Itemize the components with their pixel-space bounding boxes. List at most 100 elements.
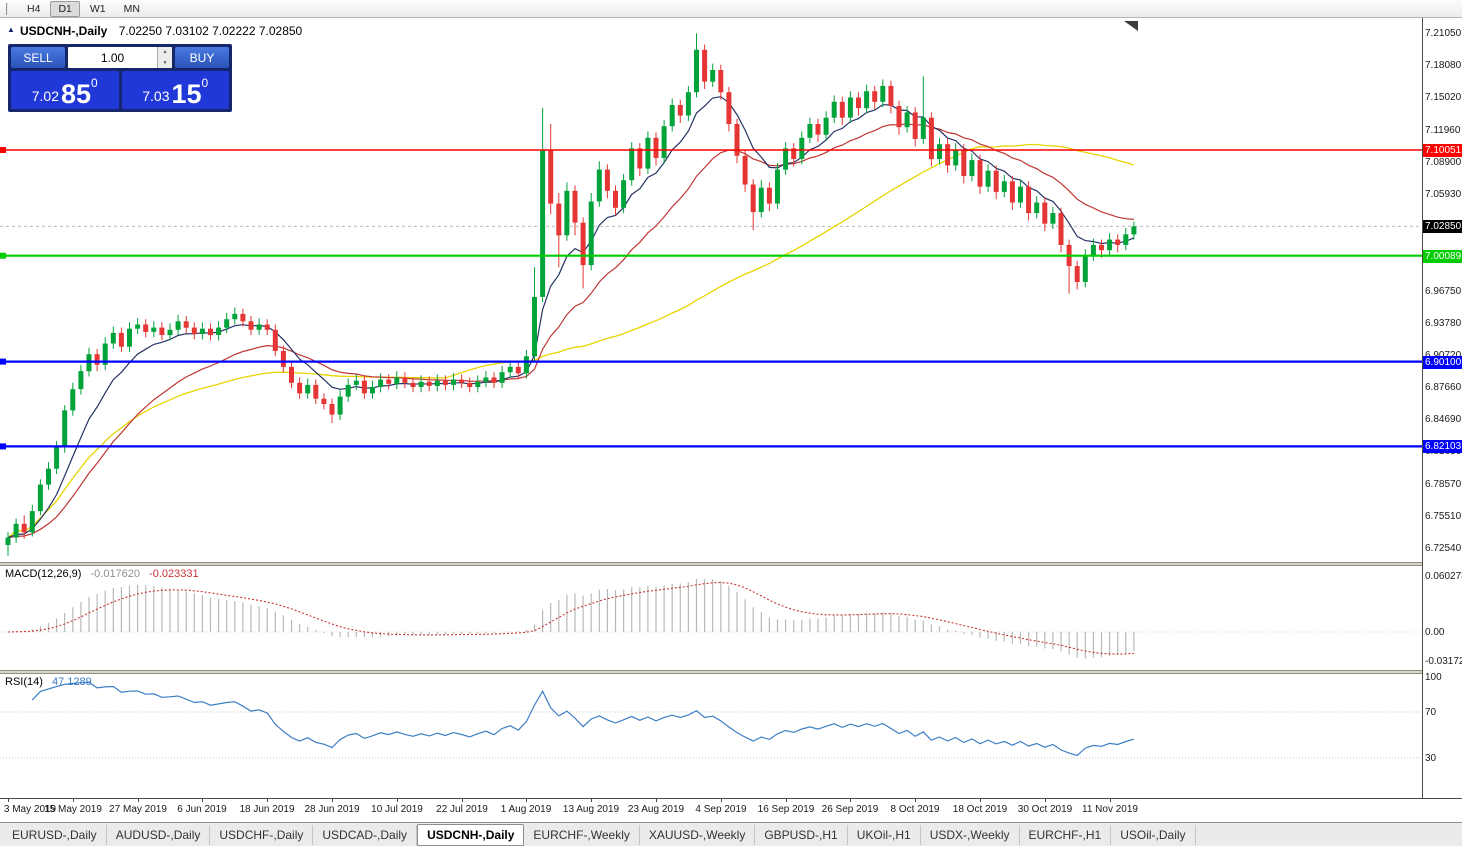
chart-tab[interactable]: USDCHF-,Daily: [210, 824, 314, 845]
chart-tab[interactable]: XAUUSD-,Weekly: [640, 824, 756, 845]
price-axis-label: 7.15020: [1425, 92, 1462, 103]
period-button-mn[interactable]: MN: [123, 2, 140, 15]
price-level-badge: 7.00089: [1423, 250, 1462, 263]
buy-price-button[interactable]: 7.03 15 0: [121, 71, 229, 110]
volume-value[interactable]: 1.00: [100, 50, 125, 65]
time-axis-label: 30 Oct 2019: [1017, 804, 1073, 815]
price-axis-label: 7.05930: [1425, 189, 1462, 200]
time-axis-tick: [8, 799, 9, 802]
chart-tab[interactable]: EURCHF-,Weekly: [524, 824, 640, 845]
time-axis-label: 23 Aug 2019: [627, 804, 685, 815]
price-axis[interactable]: 7.21050 7.18080 7.15020 7.11960 7.08900 7.059…: [1422, 18, 1462, 798]
time-axis-label: 3 May 2019: [3, 804, 57, 815]
volume-input[interactable]: 1.00 ▲ ▼: [68, 47, 172, 68]
buy-price-pips: 15: [171, 79, 202, 110]
period-toolbar: H4 D1 W1 MN: [0, 0, 1462, 18]
time-axis-label: 22 Jul 2019: [436, 804, 488, 815]
time-axis-label: 28 Jun 2019: [304, 804, 360, 815]
time-axis-label: 13 Aug 2019: [562, 804, 620, 815]
price-axis-label: 6.72540: [1425, 543, 1462, 554]
macd-value-main: -0.017620: [90, 568, 141, 580]
chart-window: ▲ USDCNH-,Daily 7.02250 7.03102 7.02222 …: [0, 18, 1462, 822]
time-axis-tick: [526, 799, 527, 802]
chart-tab[interactable]: EURCHF-,H1: [1020, 824, 1112, 845]
time-axis[interactable]: 3 May 2019 15 May 2019 27 May 2019 6 Jun 20…: [0, 798, 1462, 822]
time-axis-tick: [786, 799, 787, 802]
rsi-name: RSI(14): [5, 676, 43, 688]
buy-price-point: 0: [201, 76, 209, 90]
chart-tab[interactable]: AUDUSD-,Daily: [107, 824, 211, 845]
chart-tab[interactable]: EURUSD-,Daily: [3, 824, 107, 845]
price-axis-label: 7.18080: [1425, 60, 1462, 71]
time-axis-label: 1 Aug 2019: [500, 804, 552, 815]
panel-separator[interactable]: [0, 670, 1462, 674]
oct-collapse-icon[interactable]: ▲: [7, 25, 15, 34]
current-price-badge: 7.02850: [1423, 220, 1462, 233]
macd-value-signal: -0.023331: [149, 568, 199, 580]
macd-canvas[interactable]: [0, 566, 1422, 670]
time-axis-tick: [850, 799, 851, 802]
price-axis-label: 7.21050: [1425, 28, 1462, 39]
price-axis-label: 6.96750: [1425, 286, 1462, 297]
price-level-badge: 6.90100: [1423, 356, 1462, 369]
price-axis-label: 6.75510: [1425, 511, 1462, 522]
time-axis-tick: [397, 799, 398, 802]
sell-price-button[interactable]: 7.02 85 0: [11, 71, 119, 109]
time-axis-tick: [73, 799, 74, 802]
time-axis-label: 26 Sep 2019: [821, 804, 879, 815]
price-chart-canvas[interactable]: [0, 18, 1422, 562]
chart-tab[interactable]: UKOil-,H1: [848, 824, 921, 845]
time-axis-label: 18 Jun 2019: [239, 804, 295, 815]
time-axis-label: 8 Oct 2019: [890, 804, 940, 815]
macd-axis-label: -0.031725: [1425, 656, 1462, 667]
time-axis-tick: [980, 799, 981, 802]
macd-axis-label: 0.00: [1425, 627, 1445, 638]
volume-down-button[interactable]: ▼: [158, 57, 172, 68]
buy-button[interactable]: BUY: [175, 47, 229, 68]
chart-tab[interactable]: USDCAD-,Daily: [313, 824, 418, 845]
time-axis-tick: [915, 799, 916, 802]
time-axis-label: 27 May 2019: [109, 804, 167, 815]
chart-title: USDCNH-,Daily 7.02250 7.03102 7.02222 7.…: [20, 24, 302, 38]
toolbar-grip-icon[interactable]: [6, 2, 11, 15]
chart-tab[interactable]: GBPUSD-,H1: [755, 824, 848, 845]
price-axis-label: 6.84690: [1425, 414, 1462, 425]
panel-separator[interactable]: [0, 562, 1462, 566]
time-axis-tick: [1110, 799, 1111, 802]
price-axis-label: 6.78570: [1425, 479, 1462, 490]
chart-tab[interactable]: USDX-,Weekly: [921, 824, 1020, 845]
rsi-value: 47.1289: [51, 676, 92, 688]
volume-up-button[interactable]: ▲: [158, 47, 172, 58]
period-button-d1[interactable]: D1: [50, 0, 80, 17]
sell-button[interactable]: SELL: [11, 47, 65, 68]
buy-price-main: 7.03: [142, 88, 170, 104]
time-axis-label: 15 May 2019: [44, 804, 102, 815]
time-axis-tick: [591, 799, 592, 802]
macd-axis-label: 0.060273: [1425, 571, 1462, 582]
sell-price-pips: 85: [61, 79, 92, 110]
time-axis-tick: [721, 799, 722, 802]
one-click-trading-panel: SELL 1.00 ▲ ▼ BUY 7.02 85 0 7.03: [8, 44, 232, 112]
ohlc-values: 7.02250 7.03102 7.02222 7.02850: [118, 24, 303, 38]
price-level-badge: 7.10051: [1423, 144, 1462, 157]
symbol-period-label: USDCNH-,Daily: [20, 24, 108, 38]
price-axis-label: 7.08900: [1425, 157, 1462, 168]
time-axis-label: 10 Jul 2019: [371, 804, 423, 815]
chart-tab[interactable]: USOil-,Daily: [1111, 824, 1196, 845]
time-axis-tick: [332, 799, 333, 802]
chart-tab[interactable]: USDCNH-,Daily: [417, 823, 525, 846]
macd-label: MACD(12,26,9) -0.017620 -0.023331: [5, 568, 199, 580]
time-axis-label: 11 Nov 2019: [1082, 804, 1138, 815]
time-axis-tick: [462, 799, 463, 802]
rsi-canvas[interactable]: [0, 674, 1422, 798]
price-axis-label: 7.11960: [1425, 125, 1461, 136]
rsi-axis-label: 30: [1425, 753, 1437, 764]
period-button-h4[interactable]: H4: [27, 2, 41, 15]
sell-price-main: 7.02: [31, 88, 59, 104]
period-button-w1[interactable]: W1: [89, 2, 106, 15]
rsi-label: RSI(14) 47.1289: [5, 676, 92, 688]
time-axis-label: 6 Jun 2019: [177, 804, 227, 815]
price-level-badge: 6.82103: [1423, 440, 1462, 453]
time-axis-label: 16 Sep 2019: [757, 804, 815, 815]
